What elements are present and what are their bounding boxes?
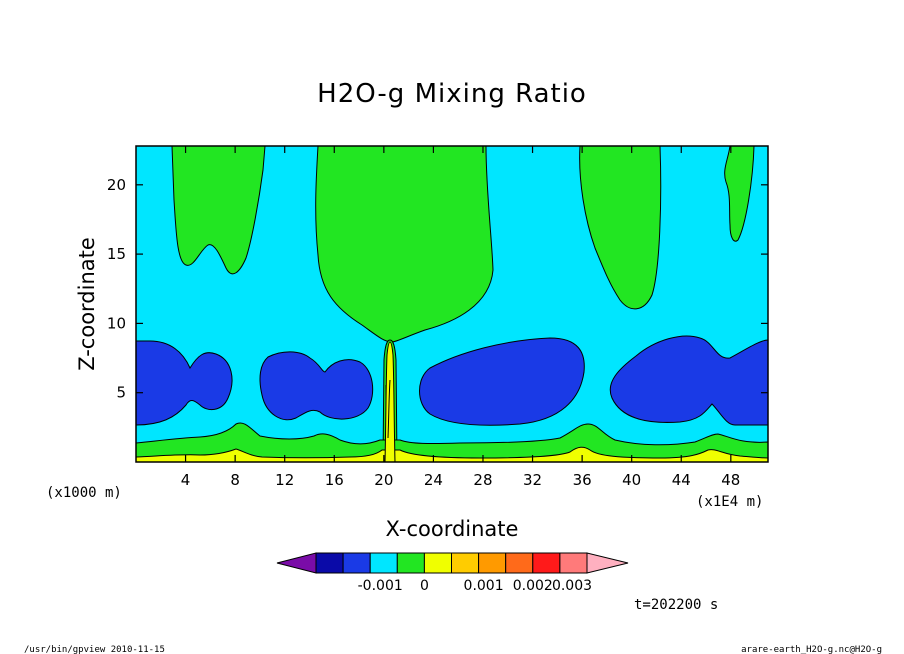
x-tick-label: 28	[473, 471, 492, 489]
region-blue-3	[419, 337, 585, 426]
x-tick-label: 12	[275, 471, 294, 489]
region-yellow-surface	[136, 446, 768, 462]
region-blue-2	[259, 351, 374, 421]
colorbar-box	[559, 552, 588, 574]
plot-frame	[135, 145, 769, 463]
time-label: t=202200 s	[634, 597, 718, 613]
region-green-plume-1	[171, 146, 266, 275]
x-tick-label: 8	[230, 471, 240, 489]
x-tick-label: 32	[523, 471, 542, 489]
x-axis-label: X-coordinate	[386, 517, 519, 541]
region-blue-4	[609, 335, 768, 426]
colorbar-tick-label: 0.003	[552, 578, 592, 594]
colorbar-box	[423, 552, 452, 574]
chart-title: H2O-g Mixing Ratio	[317, 79, 587, 109]
x-unit-note: (x1E4 m)	[696, 494, 763, 510]
colorbar-box	[369, 552, 398, 574]
x-tick-label: 24	[424, 471, 443, 489]
colorbar-tick-label: -0.001	[358, 578, 403, 594]
x-tick-label: 44	[672, 471, 691, 489]
colorbar-low-triangle	[276, 552, 317, 574]
x-tick-label: 16	[325, 471, 344, 489]
region-yellow-updraft	[384, 341, 396, 462]
y-axis: 5 10 15 20	[107, 176, 768, 402]
colorbar-box	[478, 552, 507, 574]
x-tick-label: 4	[181, 471, 191, 489]
colorbar-tick-label: 0.002	[513, 578, 553, 594]
x-tick-label: 48	[721, 471, 740, 489]
footer-right: arare-earth_H2O-g.nc@H2O-g	[741, 645, 882, 654]
colorbar-box	[451, 552, 480, 574]
colorbar-box	[315, 552, 344, 574]
y-tick-label: 10	[107, 314, 126, 332]
plot-area	[136, 146, 768, 462]
colorbar-high-triangle	[586, 552, 629, 574]
colorbar-box	[396, 552, 425, 574]
colorbar-tick-label: 0	[420, 578, 429, 594]
y-tick-label: 15	[107, 245, 126, 263]
region-blue-1	[136, 340, 233, 426]
y-unit-note: (x1000 m)	[46, 485, 122, 501]
footer-left: /usr/bin/gpview 2010-11-15	[24, 645, 165, 654]
colorbar-box	[505, 552, 534, 574]
y-tick-label: 20	[107, 176, 126, 194]
colorbar-tick-label: 0.001	[464, 578, 504, 594]
contour-updraft-core	[385, 379, 391, 439]
x-axis: 4 8 12 16 20 24 28 32 36 40 44 48	[181, 146, 740, 489]
x-tick-label: 20	[374, 471, 393, 489]
colorbar: -0.001 0 0.001 0.002 0.003	[276, 552, 629, 594]
region-green-band	[136, 422, 768, 462]
y-tick-label: 5	[116, 384, 126, 402]
x-tick-label: 36	[573, 471, 592, 489]
region-green-plume-4	[724, 146, 755, 242]
y-axis-label: Z-coordinate	[75, 237, 99, 371]
x-tick-label: 40	[622, 471, 641, 489]
region-green-plume-3	[579, 146, 662, 310]
colorbar-box	[342, 552, 371, 574]
colorbar-box	[532, 552, 561, 574]
